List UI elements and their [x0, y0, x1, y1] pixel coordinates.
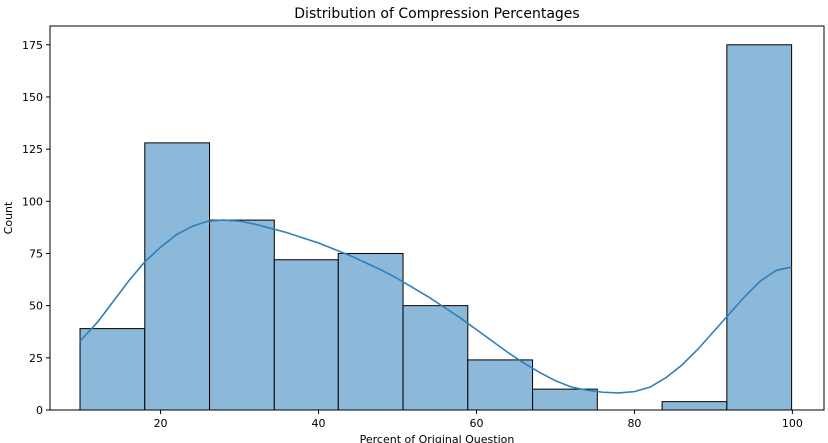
- histogram-bar: [726, 44, 793, 411]
- y-tick-label: 175: [22, 39, 43, 52]
- histogram-bar: [273, 259, 339, 411]
- kde-layer: [79, 219, 792, 394]
- y-tick-label: 125: [22, 143, 43, 156]
- y-tick-label: 50: [29, 300, 43, 313]
- bars-layer: [79, 44, 793, 411]
- x-axis-ticks: 20 40 60 80 100: [154, 410, 803, 430]
- histogram-bar: [467, 359, 534, 411]
- x-tick-label: 40: [312, 417, 326, 430]
- y-axis-ticks: 0 25 50 75 100 125 150 175: [22, 39, 50, 417]
- x-axis-label: Percent of Original Question: [360, 433, 515, 443]
- kde-line: [79, 219, 792, 394]
- y-tick-label: 75: [29, 247, 43, 260]
- y-tick-label: 0: [36, 404, 43, 417]
- histogram-bar: [79, 328, 146, 411]
- plot-frame: [49, 25, 825, 411]
- histogram-bar: [209, 219, 275, 411]
- histogram-bar: [532, 388, 598, 411]
- y-tick-label: 100: [22, 195, 43, 208]
- chart-title: Distribution of Compression Percentages: [294, 6, 579, 22]
- histogram-bar: [144, 142, 211, 411]
- y-axis-label: Count: [2, 201, 15, 234]
- histogram-bar: [402, 305, 469, 411]
- x-tick-label: 80: [627, 417, 641, 430]
- histogram-bar: [337, 252, 404, 411]
- x-tick-label: 20: [154, 417, 168, 430]
- y-tick-label: 25: [29, 352, 43, 365]
- x-tick-label: 60: [469, 417, 483, 430]
- y-tick-label: 150: [22, 91, 43, 104]
- x-tick-label: 100: [782, 417, 803, 430]
- histogram-bar: [661, 401, 728, 411]
